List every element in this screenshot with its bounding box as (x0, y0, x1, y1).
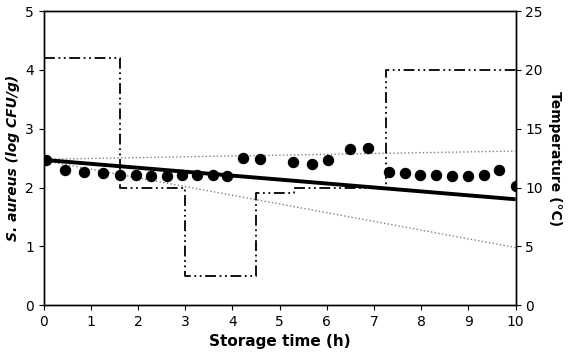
Point (448, 173, 457, 179)
Point (432, 172, 441, 178)
Point (511, 183, 520, 189)
Y-axis label: Temperature (°C): Temperature (°C) (549, 91, 562, 226)
Point (323, 157, 332, 163)
Point (131, 172, 140, 178)
Point (177, 172, 186, 178)
Point (60, 167, 69, 173)
Point (400, 170, 410, 176)
Point (147, 173, 156, 179)
Point (116, 172, 125, 178)
Point (364, 145, 373, 151)
Point (208, 172, 217, 178)
Point (239, 155, 248, 161)
Point (495, 168, 504, 173)
Point (163, 173, 172, 179)
Point (80, 169, 89, 174)
Point (222, 173, 231, 179)
Point (307, 161, 316, 167)
Point (385, 169, 394, 174)
Point (193, 172, 202, 178)
Point (255, 157, 264, 162)
Point (345, 147, 354, 152)
X-axis label: Storage time (h): Storage time (h) (209, 334, 350, 349)
Point (463, 173, 472, 179)
Point (416, 172, 425, 178)
Y-axis label: S. aureus (log CFU/g): S. aureus (log CFU/g) (6, 75, 19, 241)
Point (479, 172, 488, 178)
Point (289, 159, 298, 164)
Point (98, 170, 107, 176)
Point (41, 157, 51, 163)
